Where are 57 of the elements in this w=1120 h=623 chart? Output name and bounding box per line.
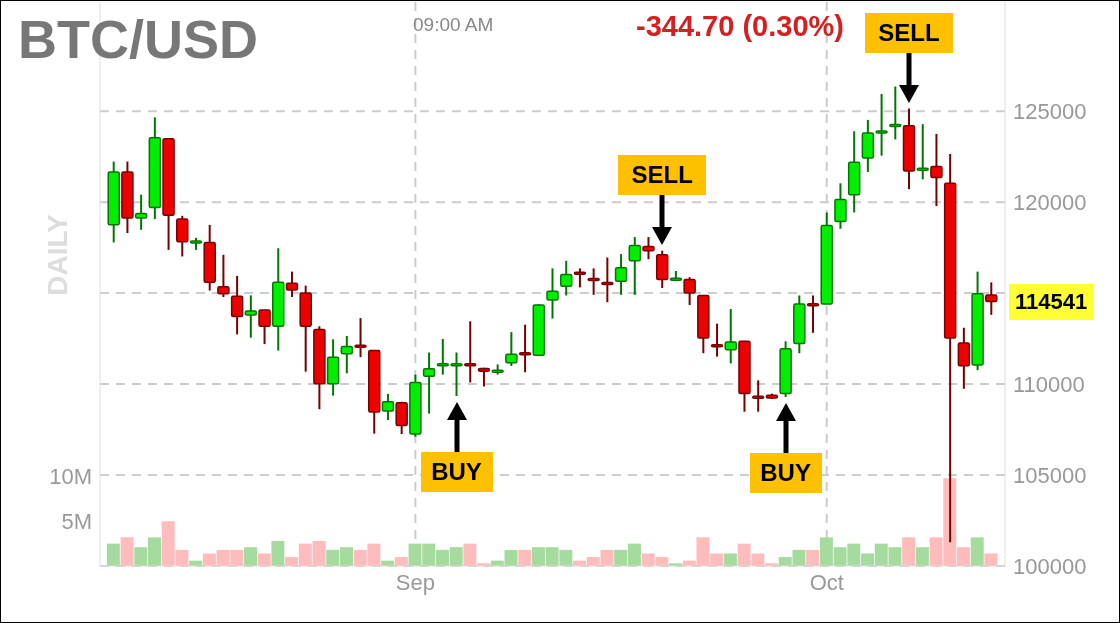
bar: [120, 537, 134, 566]
candlestick: [559, 259, 573, 297]
candlestick: [217, 253, 230, 299]
candlestick: [134, 193, 148, 231]
annotation: SELL: [618, 154, 707, 195]
candlestick: [614, 253, 628, 296]
bar: [970, 537, 984, 566]
x-tick-label: Oct: [809, 569, 844, 595]
bar: [723, 553, 737, 566]
bar: [518, 549, 532, 566]
y-tick-label: 120000: [1013, 189, 1087, 215]
annotation: -344.70 (0.30%): [636, 10, 844, 43]
bar: [257, 553, 271, 566]
candlestick: [340, 335, 354, 375]
candlestick: [258, 309, 271, 346]
candlestick: [930, 132, 943, 208]
candlestick: [176, 214, 189, 258]
bar: [984, 553, 998, 566]
text: 114541: [1009, 284, 1094, 320]
candlestick: [683, 276, 696, 307]
candlestick: [985, 281, 998, 316]
y2-tick-label: 10M: [49, 464, 92, 490]
bar: [915, 547, 929, 566]
y-tick-label: 110000: [1013, 371, 1085, 397]
y-tick-label: 100000: [1013, 553, 1087, 579]
candlestick: [710, 322, 724, 358]
candlestick: [724, 308, 738, 365]
bar: [806, 549, 820, 566]
y-tick-label: 105000: [1013, 462, 1087, 488]
y-tick-label: 125000: [1013, 98, 1087, 124]
bar: [243, 547, 257, 566]
candlestick: [875, 92, 888, 157]
x-tick-label: Sep: [395, 569, 435, 595]
candlestick: [518, 323, 532, 374]
candlestick: [285, 270, 299, 299]
candlestick: [957, 326, 971, 390]
candlestick: [395, 400, 408, 436]
candlestick: [244, 294, 258, 339]
bar: [106, 543, 120, 566]
candlestick: [354, 317, 367, 359]
bar: [902, 537, 916, 566]
annotation: 09:00 AM: [413, 14, 494, 36]
annotation: SELL: [865, 12, 953, 53]
candlestick: [834, 182, 847, 230]
annotation: BUY: [420, 451, 493, 492]
candlestick: [642, 236, 655, 261]
candlestick: [628, 236, 642, 296]
candlestick: [546, 267, 559, 320]
candlestick: [381, 392, 395, 422]
y2-tick-label: 5M: [61, 509, 92, 535]
candlestick: [422, 351, 436, 415]
bar: [271, 540, 285, 566]
candlestick: [505, 331, 518, 368]
bar: [394, 557, 408, 566]
chart-title: BTC/USD: [18, 8, 258, 70]
annotation: BUY: [749, 452, 822, 493]
candlestick: [230, 274, 244, 336]
